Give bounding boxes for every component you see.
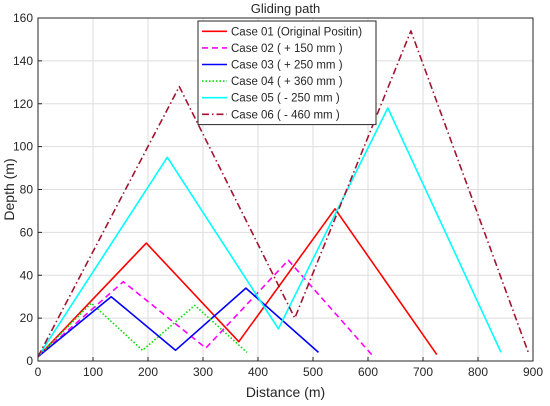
legend-entry-label: Case 01 (Original Positin) xyxy=(231,26,362,38)
y-tick-label: 40 xyxy=(20,268,34,282)
tick-labels: 0 100 200 300 400 500 600 700 800 900 0 20 40 60 80 100… xyxy=(13,11,543,379)
y-tick-label: 0 xyxy=(26,354,33,368)
y-tick-label: 140 xyxy=(13,54,33,68)
x-tick-label: 900 xyxy=(523,365,543,379)
y-tick-label: 20 xyxy=(20,311,34,325)
series-line-case-1 xyxy=(37,208,438,358)
series-line-case-6 xyxy=(37,30,530,358)
x-tick-label: 200 xyxy=(138,365,158,379)
y-tick-label: 120 xyxy=(13,97,33,111)
x-tick-label: 0 xyxy=(35,365,42,379)
legend-box xyxy=(197,20,377,126)
series-line-case-4 xyxy=(37,302,248,358)
series-line-case-3 xyxy=(37,287,320,358)
y-axis-label: Depth (m) xyxy=(1,158,17,220)
legend-entry-label: Case 04 ( + 360 mm ) xyxy=(231,76,343,88)
x-tick-label: 100 xyxy=(83,365,103,379)
x-tick-label: 500 xyxy=(303,365,323,379)
x-tick-label: 800 xyxy=(468,365,488,379)
x-axis-label: Distance (m) xyxy=(246,384,325,400)
y-tick-label: 60 xyxy=(20,225,34,239)
series-layer xyxy=(37,30,530,358)
chart-title: Gliding path xyxy=(251,1,320,16)
x-tick-label: 600 xyxy=(358,365,378,379)
y-tick-label: 100 xyxy=(13,140,33,154)
y-tick-label: 160 xyxy=(13,11,33,25)
x-tick-label: 400 xyxy=(248,365,268,379)
legend-entry-label: Case 05 ( - 250 mm ) xyxy=(231,93,340,105)
y-tick-label: 80 xyxy=(20,183,34,197)
x-tick-label: 700 xyxy=(413,365,433,379)
legend: Case 01 (Original Positin) Case 02 ( + 15… xyxy=(197,20,377,126)
x-tick-label: 300 xyxy=(193,365,213,379)
series-line-case-5 xyxy=(37,107,502,358)
legend-entry-label: Case 03 ( + 250 mm ) xyxy=(231,60,343,72)
legend-entry-label: Case 02 ( + 150 mm ) xyxy=(231,43,343,55)
legend-entry-label: Case 06 ( - 460 mm ) xyxy=(231,109,340,121)
